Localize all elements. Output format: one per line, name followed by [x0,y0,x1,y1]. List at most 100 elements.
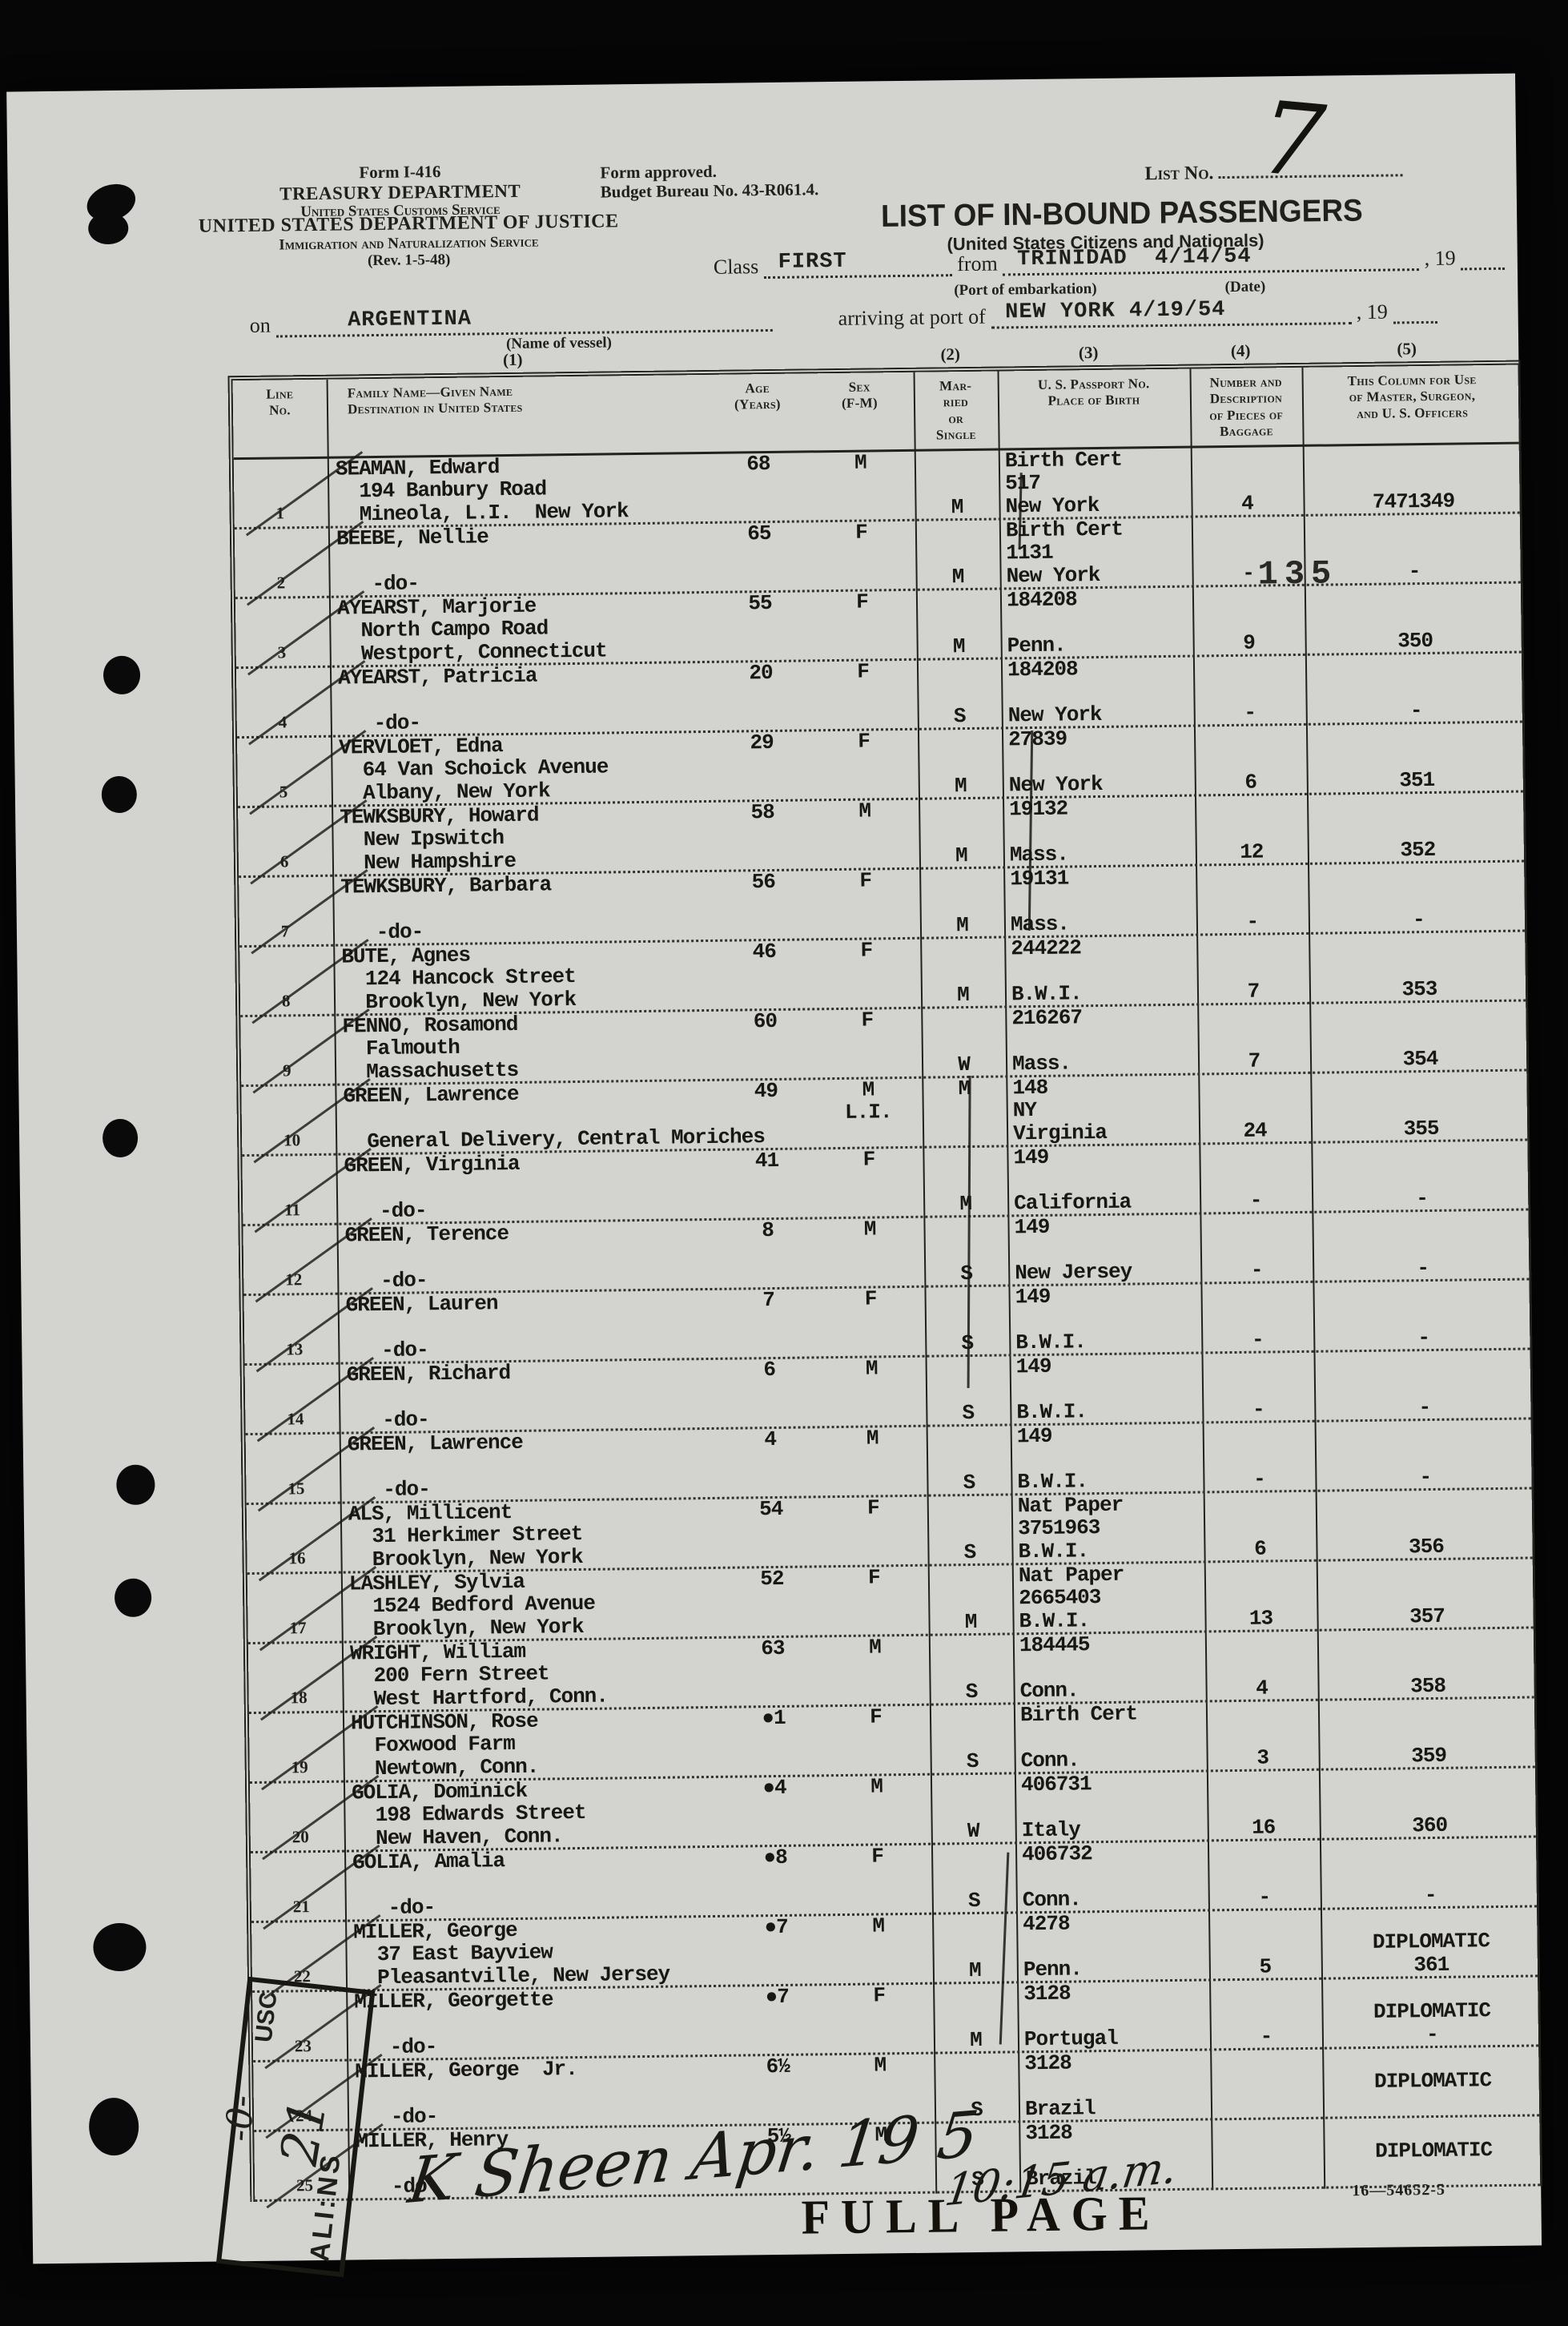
cell-off [1319,1790,1539,1814]
cell-bag: 7 [1247,979,1260,1004]
cell-off: 360 [1412,1813,1448,1837]
cell-pp: Italy [1021,1817,1080,1842]
cell-sex [811,845,919,868]
cell-name: GOLIA, Amalia [352,1848,505,1875]
cell-bag [1199,1143,1311,1166]
line-number: 13 [286,1338,304,1359]
cell-bag [1194,725,1306,748]
page-stamp-135: 135 [1257,554,1338,594]
cell-age: 58 [750,799,774,824]
cell-pp: 2665403 [1019,1585,1101,1611]
punch-hole [116,1464,155,1506]
cell-pp: 148 [1012,1075,1048,1100]
cell-mar [928,1565,1012,1588]
cell-sex [821,1659,929,1682]
cell-age: 4 [764,1427,777,1451]
cell-off [1309,932,1529,956]
cell-name: GREEN, Lauren [345,1290,498,1318]
line-number: 8 [281,990,291,1011]
cell-pp: 216267 [1011,1004,1083,1030]
cell-age [722,1474,818,1496]
cell-mar [923,1147,1007,1169]
line-number: 6 [279,851,289,871]
usc-stamp-label: USC [250,1990,283,2044]
cell-bag [1208,1909,1321,1933]
cell-sex: M [854,450,866,475]
line-number: 9 [282,1060,291,1081]
cell-sex: F [867,1564,880,1590]
cell-off [1308,862,1528,886]
cell-off [1310,1071,1530,1095]
cell-bag [1212,2164,1324,2187]
cell-mar [922,1031,1006,1053]
cell-pp: New Jersey [1015,1259,1132,1285]
punch-hole [102,1118,139,1158]
cell-bag: 5 [1259,1954,1272,1979]
cell-off [1320,1860,1540,1884]
cell-off: - [1424,1882,1437,1907]
cell-age [714,707,810,730]
cell-name: VERVLOET, Edna [338,733,503,760]
line-number: 2 [276,572,286,593]
cell-age [715,847,811,869]
cell-bag: 6 [1253,1536,1266,1561]
cell-sex: F [855,590,868,614]
cell-name: BEEBE, Nellie [336,524,488,551]
cell-sex: F [866,1495,879,1520]
header-age: Age (Years) [734,380,781,412]
cell-pp: B.W.I. [1011,980,1082,1006]
line-number: 4 [278,711,287,732]
cell-off: 352 [1400,837,1436,862]
cell-mar [923,1123,1007,1145]
cell-name: New Haven, Conn. [352,1823,563,1851]
cell-age [710,475,806,497]
cell-pp: 3128 [1023,1981,1071,2006]
cell-name: FENNO, Rosamond [342,1012,518,1039]
handwritten-list-number: 7 [1255,79,1330,202]
cell-sex [818,1402,926,1426]
cell-sex: F [873,1982,886,2008]
cell-mar: W [967,1818,979,1843]
cell-off [1322,2046,1542,2070]
cell-bag: - [1250,1258,1263,1282]
class-label: Class [713,255,759,279]
cell-name: BUTE, Agnes [341,943,471,969]
cell-name: 198 Edwards Street [352,1800,586,1828]
cell-mar: M [959,1191,972,1216]
cell-bag [1209,1979,1321,2002]
cell-age [710,498,806,521]
cell-name: Brooklyn, New York [349,1614,584,1642]
cell-name: Brooklyn, New York [348,1544,583,1572]
cell-age: 54 [759,1496,783,1521]
cell-mar [921,1008,1005,1030]
cell-age: 63 [761,1636,785,1660]
cell-sex [810,753,918,776]
cell-mar [927,1495,1011,1518]
cell-off [1323,2116,1543,2140]
cell-name: 1524 Bedford Avenue [349,1591,596,1619]
year-suffix: , 19 [1424,246,1456,270]
cell-pp: Portugal [1023,2026,1118,2051]
cell-pp: 4278 [1022,1911,1070,1936]
cell-name: ALS, Millicent [348,1499,513,1527]
cell-bag [1198,1073,1310,1097]
cell-mar [930,1727,1014,1749]
cell-pp [1016,1934,1208,1958]
cell-pp: Birth Cert [1005,517,1124,542]
cell-sex [819,1519,927,1543]
cell-off: DIPLOMATIC [1373,1998,1491,2024]
cell-bag: - [1249,1188,1262,1213]
cell-name: New Ipswitch [340,826,505,852]
cell-name: GREEN, Terence [344,1221,509,1248]
cell-sex [813,962,921,985]
cell-off [1317,1559,1537,1583]
cell-off: DIPLOMATIC [1373,2068,1492,2094]
cell-name: WRIGHT, William [349,1639,526,1666]
cell-bag [1203,1422,1315,1445]
cell-pp: Conn. [1022,1886,1082,1912]
cell-pp: B.W.I. [1019,1608,1090,1633]
cell-age: ●8 [763,1845,787,1869]
cell-pp: 184445 [1019,1632,1090,1657]
cell-age: 20 [749,660,773,685]
cell-bag [1194,748,1306,771]
